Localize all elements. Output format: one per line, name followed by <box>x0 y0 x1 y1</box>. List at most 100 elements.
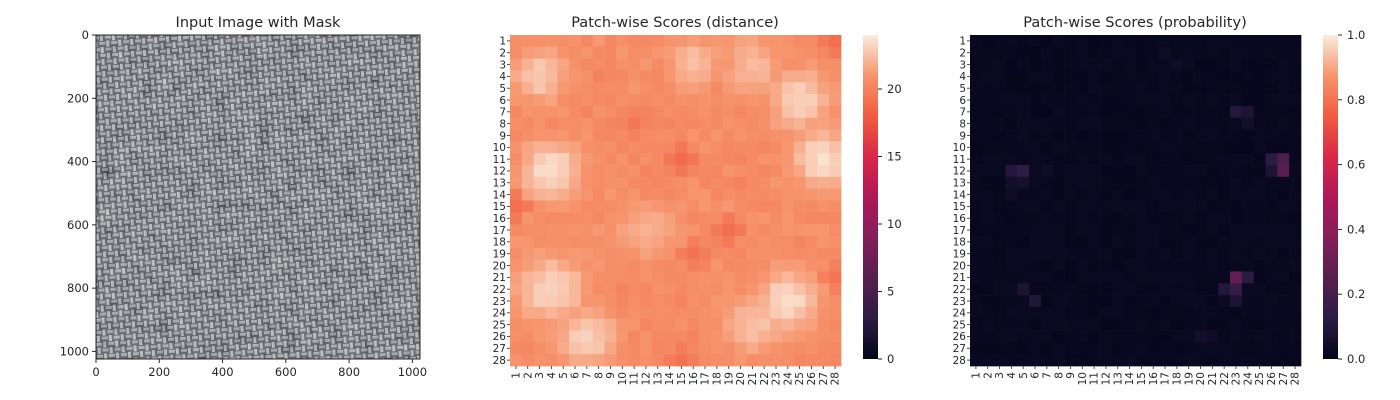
distance-cell <box>793 330 806 343</box>
distance-cell <box>545 46 558 59</box>
distance-cell <box>734 35 747 48</box>
probability-cell <box>1100 105 1113 119</box>
distance-cell <box>758 271 771 284</box>
distance-cell <box>817 58 830 71</box>
probability-cell <box>1241 259 1255 272</box>
probability-cell <box>1253 295 1266 308</box>
distance-cell <box>781 105 795 119</box>
probability-cell <box>1265 354 1278 367</box>
distance-cell <box>521 82 534 95</box>
distance-cell <box>817 176 830 190</box>
distance-cell <box>569 318 582 331</box>
probability-cell <box>1147 176 1160 190</box>
probability-cell <box>1064 306 1077 320</box>
distance-row-label: 23 <box>493 296 506 308</box>
probability-cell <box>1253 306 1266 320</box>
distance-cell <box>829 259 842 272</box>
probability-cell <box>981 224 994 237</box>
probability-cell <box>1029 46 1042 59</box>
probability-cell <box>1170 283 1184 296</box>
probability-cell <box>1206 141 1219 154</box>
distance-cell <box>699 129 712 142</box>
distance-cell <box>687 318 700 331</box>
probability-cell <box>1052 82 1065 95</box>
distance-cell <box>663 188 676 201</box>
distance-cell <box>829 165 842 178</box>
distance-cell <box>829 35 842 48</box>
distance-cell <box>533 200 546 213</box>
distance-cell <box>758 165 771 178</box>
probability-cell <box>1064 247 1077 260</box>
probability-cell <box>1206 117 1219 130</box>
distance-cell <box>651 330 665 343</box>
probability-cell <box>1289 224 1302 237</box>
distance-col-label: 9 <box>605 372 617 379</box>
distance-cell <box>580 188 594 201</box>
distance-cell <box>734 153 747 166</box>
probability-cell <box>970 295 983 308</box>
distance-cell <box>510 295 523 308</box>
probability-cell <box>1064 117 1077 130</box>
distance-cell <box>699 105 712 119</box>
probability-cell <box>1182 105 1195 119</box>
distance-cell <box>829 271 842 284</box>
probability-cell <box>1040 70 1054 83</box>
probability-cell <box>1017 176 1030 190</box>
distance-cell <box>781 153 795 166</box>
probability-cell <box>1123 306 1136 320</box>
distance-cell <box>557 235 570 249</box>
probability-cell <box>1265 259 1278 272</box>
probability-cell <box>1170 271 1184 284</box>
distance-cell <box>734 354 747 367</box>
distance-col-label: 22 <box>759 372 771 385</box>
distance-cell <box>722 271 735 284</box>
probability-cell <box>1170 212 1184 225</box>
probability-cell <box>1040 176 1054 190</box>
probability-row-label: 25 <box>953 319 966 331</box>
probability-cell <box>1147 94 1160 107</box>
probability-cell <box>1206 235 1219 249</box>
probability-row-label: 16 <box>953 213 967 225</box>
distance-cell <box>616 58 629 71</box>
distance-cell <box>640 70 653 83</box>
distance-cell <box>781 283 795 296</box>
distance-cell <box>770 141 783 154</box>
distance-cell <box>663 271 676 284</box>
probability-row-label: 13 <box>953 178 966 190</box>
probability-cell <box>970 82 983 95</box>
probability-cell <box>981 259 994 272</box>
probability-cell <box>1135 82 1148 95</box>
probability-cell <box>1241 129 1255 142</box>
distance-cell <box>604 105 617 119</box>
distance-cell <box>521 235 534 249</box>
probability-cell <box>1241 354 1255 367</box>
probability-cell <box>981 153 994 166</box>
probability-cell <box>1052 330 1065 343</box>
probability-cell <box>1040 200 1054 213</box>
distance-cell <box>699 82 712 95</box>
probability-cell <box>1135 259 1148 272</box>
distance-cell <box>640 247 653 260</box>
distance-cell <box>770 176 783 190</box>
distance-cell <box>663 283 676 296</box>
distance-row-label: 14 <box>493 189 507 201</box>
distance-cell <box>793 318 806 331</box>
probability-cell <box>1029 306 1042 320</box>
probability-cell <box>1040 295 1054 308</box>
distance-cell <box>510 283 523 296</box>
distance-cell <box>569 94 582 107</box>
distance-cell <box>781 342 795 355</box>
probability-cell <box>970 259 983 272</box>
distance-cell <box>628 46 641 59</box>
distance-cell <box>628 212 641 225</box>
probability-cell <box>1230 342 1243 355</box>
distance-cell <box>545 82 558 95</box>
probability-cell <box>1218 295 1231 308</box>
distance-cell <box>604 82 617 95</box>
distance-cell <box>675 46 688 59</box>
probability-cell <box>1265 82 1278 95</box>
probability-cell <box>1111 35 1125 48</box>
probability-cell <box>1029 35 1042 48</box>
distance-cell <box>805 212 818 225</box>
distance-cell <box>781 271 795 284</box>
